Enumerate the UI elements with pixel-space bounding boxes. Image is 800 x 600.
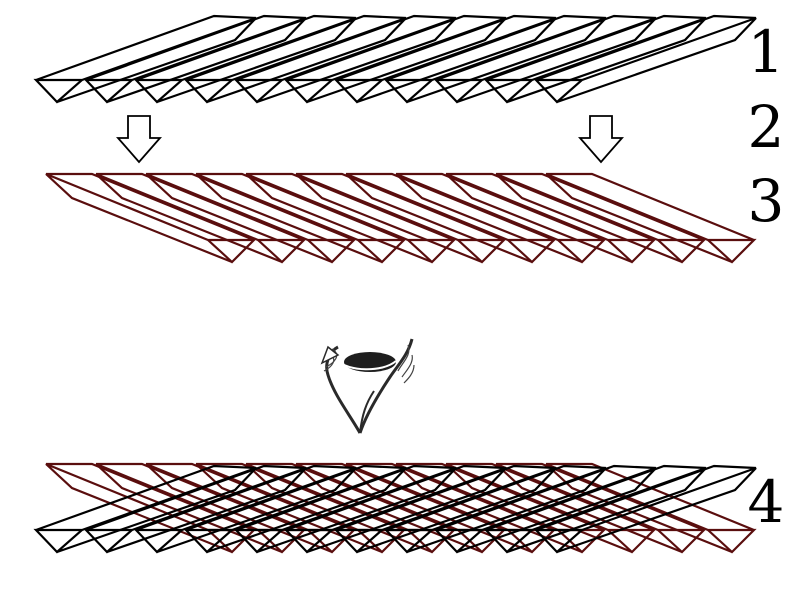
label-4: 4 bbox=[748, 468, 785, 536]
label-2: 2 bbox=[748, 93, 785, 161]
prism-red bbox=[495, 172, 707, 264]
prism-red bbox=[295, 172, 507, 264]
prism-red bbox=[45, 172, 257, 264]
layer-3-prisms bbox=[45, 172, 757, 264]
layer-4-black-prisms bbox=[33, 464, 757, 554]
prism-black bbox=[533, 14, 757, 104]
prism-red bbox=[245, 172, 457, 264]
prism-red bbox=[95, 172, 307, 264]
prism-red bbox=[345, 172, 557, 264]
label-3: 3 bbox=[748, 167, 785, 235]
prism-red bbox=[545, 172, 757, 264]
layer-1-prisms bbox=[33, 14, 757, 104]
prism-red bbox=[445, 172, 657, 264]
prism-black bbox=[533, 464, 757, 554]
prism-red bbox=[395, 172, 607, 264]
label-1: 1 bbox=[748, 18, 785, 86]
folding-symbol-icon bbox=[320, 338, 415, 434]
prism-red bbox=[145, 172, 357, 264]
left-down-arrow-icon bbox=[116, 115, 162, 164]
right-down-arrow-icon bbox=[578, 115, 624, 164]
prism-red bbox=[195, 172, 407, 264]
